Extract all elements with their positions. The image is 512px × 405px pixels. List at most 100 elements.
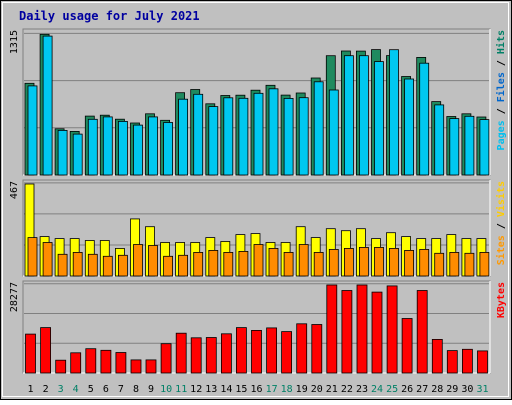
bar-sites-day-25	[389, 247, 399, 277]
bar-sites-day-20	[313, 251, 324, 277]
bar-sites-day-23	[358, 246, 369, 277]
panel-bottom: 28277 KBytes	[9, 280, 507, 374]
bar-files-day-10	[163, 122, 174, 176]
bar-kbytes-day-18	[281, 331, 293, 374]
y-max-label: 28277	[9, 282, 20, 312]
bar-files-day-23	[358, 55, 369, 176]
bar-sites-day-3	[57, 253, 68, 277]
x-tick-label: 23	[356, 384, 368, 395]
bar-kbytes-day-6	[100, 349, 112, 374]
bar-files-day-14	[223, 97, 234, 176]
bar-sites-day-13	[208, 249, 219, 277]
bar-sites-day-30	[464, 252, 475, 277]
legend-entry: /	[496, 217, 507, 235]
x-tick-label: 22	[341, 384, 353, 395]
bar-files-day-19	[298, 97, 309, 176]
y-max-label: 1315	[9, 30, 20, 54]
bar-files-day-28	[434, 104, 445, 176]
bar-kbytes-day-26	[401, 318, 413, 374]
legend-entry: Files	[495, 72, 507, 102]
bar-files-day-11	[178, 98, 189, 176]
x-tick-label: 19	[296, 384, 308, 395]
bar-kbytes-day-17	[266, 327, 278, 374]
x-tick-label: 28	[431, 384, 443, 395]
bar-files-day-2	[42, 35, 53, 176]
bar-sites-day-10	[163, 255, 174, 277]
bar-sites-day-27	[419, 248, 430, 277]
bar-kbytes-day-3	[55, 359, 67, 374]
bar-kbytes-day-11	[175, 332, 187, 374]
legend-entry: KBytes	[496, 282, 507, 318]
chart-panels: 1315 Pages / Files / Hits 467 Sites / Visit…	[9, 28, 507, 374]
bar-sites-day-19	[298, 244, 309, 277]
bar-files-day-1	[27, 85, 38, 176]
bar-kbytes-day-8	[130, 359, 142, 374]
x-tick-label: 15	[235, 384, 247, 395]
bar-kbytes-day-10	[160, 343, 172, 374]
bar-kbytes-day-15	[235, 327, 247, 374]
bar-kbytes-day-16	[251, 329, 262, 374]
bar-files-day-20	[313, 81, 324, 176]
x-tick-label: 27	[416, 384, 428, 395]
x-tick-label: 16	[250, 384, 262, 395]
bar-sites-day-4	[72, 251, 83, 277]
legend-entry: Pages	[496, 120, 507, 150]
x-tick-label: 1	[27, 384, 33, 395]
bar-sites-day-12	[193, 251, 204, 277]
x-tick-label: 3	[58, 384, 64, 395]
bar-sites-day-8	[133, 244, 143, 277]
bar-kbytes-day-4	[70, 352, 82, 374]
x-tick-label: 26	[401, 384, 413, 395]
panel-middle: 467 Sites / Visits	[9, 179, 507, 277]
bar-sites-day-11	[178, 254, 189, 277]
bar-kbytes-day-31	[477, 350, 488, 374]
legend-bottom: KBytes	[496, 282, 507, 318]
bar-sites-day-22	[343, 247, 354, 277]
bar-files-day-18	[283, 98, 294, 176]
bar-sites-day-24	[374, 246, 384, 277]
legend-middle: Sites / Visits	[495, 181, 507, 265]
legend-top: Pages / Files / Hits	[495, 30, 507, 150]
x-tick-label: 18	[281, 384, 293, 395]
bar-files-day-22	[343, 55, 354, 176]
bar-files-day-13	[208, 106, 219, 176]
x-tick-label: 12	[190, 384, 202, 395]
bar-kbytes-day-29	[446, 350, 458, 374]
x-axis-labels: 1 2 3 4 5 6 7 8 9 10 11 12 13 14 15 16 17 18 19 20 21 22 23 24 2…	[27, 384, 488, 395]
bar-sites-day-29	[449, 251, 460, 277]
bar-sites-day-1	[27, 237, 38, 277]
x-tick-label: 17	[266, 384, 278, 395]
bar-files-day-6	[102, 116, 113, 176]
bar-kbytes-day-1	[25, 333, 36, 374]
bar-files-day-25	[389, 49, 399, 176]
legend-entry: Hits	[495, 30, 507, 54]
bar-files-day-4	[72, 133, 83, 176]
bar-files-day-12	[193, 93, 204, 176]
bar-files-day-9	[148, 116, 158, 176]
bar-sites-day-26	[404, 249, 415, 277]
legend-entry: Sites	[495, 235, 507, 265]
bar-kbytes-day-22	[341, 290, 353, 374]
bar-kbytes-day-21	[326, 284, 338, 374]
x-tick-label: 6	[103, 384, 109, 395]
x-tick-label: 8	[133, 384, 139, 395]
bar-sites-day-17	[268, 247, 279, 277]
bar-files-day-7	[118, 121, 128, 176]
x-tick-label: 4	[73, 384, 79, 395]
bar-sites-day-2	[42, 242, 53, 277]
x-tick-label: 31	[476, 384, 488, 395]
bar-kbytes-day-24	[371, 291, 383, 374]
bar-files-day-24	[374, 61, 384, 176]
x-tick-label: 11	[175, 384, 187, 395]
bar-kbytes-day-13	[205, 337, 217, 374]
panel-top: 1315 Pages / Files / Hits	[9, 28, 507, 176]
bar-files-day-5	[87, 118, 98, 176]
bar-kbytes-day-19	[296, 323, 308, 374]
bar-kbytes-day-25	[386, 285, 398, 374]
bar-sites-day-5	[87, 253, 98, 277]
x-tick-label: 5	[88, 384, 94, 395]
legend-entry: /	[496, 54, 507, 72]
bar-sites-day-31	[479, 251, 490, 277]
